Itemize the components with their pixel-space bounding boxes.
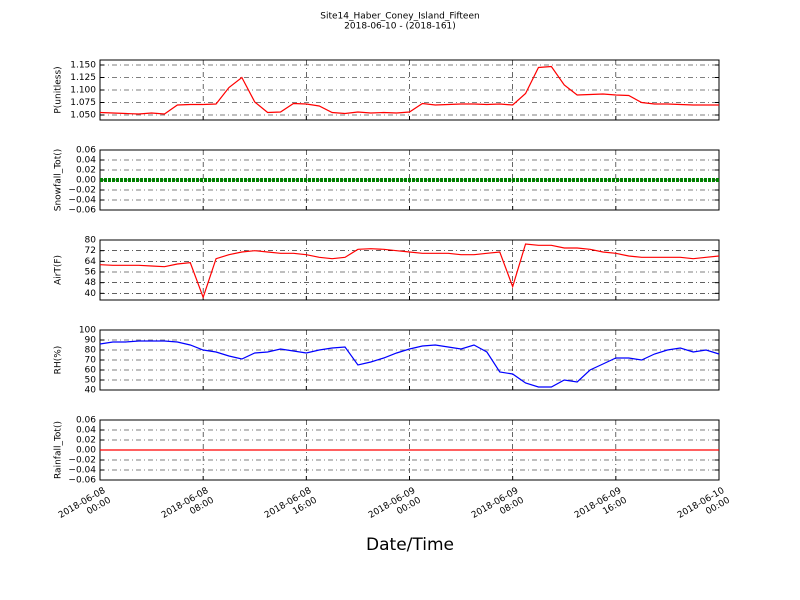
y-tick-label: 1.125 [70,73,96,83]
x-axis-label: Date/Time [366,535,454,555]
data-line [99,340,720,388]
y-tick-label: 64 [85,257,97,267]
y-axis-label: Snowfall_Tot() [54,149,64,212]
y-axis-label: P(unitless) [54,66,64,113]
data-line [99,243,720,300]
y-tick-label: 0.06 [76,416,96,426]
y-tick-label: −0.06 [68,476,96,486]
y-tick-label: 0.00 [76,446,96,456]
chart-title: Site14_Haber_Coney_Island_Fifteen [320,12,479,22]
y-tick-label: 48 [85,278,97,288]
y-tick-label: 90 [85,336,97,346]
data-line [99,65,719,115]
y-axis-label: RH(%) [54,346,64,375]
y-tick-label: 0.02 [76,436,96,446]
y-tick-label: −0.02 [68,456,96,466]
y-tick-label: 100 [79,326,96,336]
y-tick-label: 1.100 [70,86,96,96]
y-tick-label: 1.150 [70,61,96,71]
y-tick-label: 40 [85,386,97,396]
y-tick-label: 80 [85,346,97,356]
chart-subtitle: 2018-06-10 - (2018-161) [344,22,456,32]
y-tick-label: −0.02 [68,186,96,196]
y-tick-label: 0.06 [76,146,96,156]
y-axis-label: AirT(F) [54,255,64,285]
y-tick-label: −0.04 [68,196,96,206]
y-tick-label: 40 [85,289,97,299]
y-tick-label: 70 [85,356,97,366]
y-tick-label: 56 [85,268,97,278]
y-tick-label: 60 [85,366,97,376]
y-tick-label: −0.06 [68,206,96,216]
y-tick-label: 1.050 [70,111,96,121]
y-tick-label: 0.04 [76,156,96,166]
y-tick-label: 72 [85,246,96,256]
y-tick-label: 0.04 [76,426,96,436]
y-tick-label: 1.075 [70,98,96,108]
y-tick-label: 80 [85,236,97,246]
y-tick-label: −0.04 [68,466,96,476]
y-axis-label: Rainfall_Tot() [54,421,64,479]
y-tick-label: 0.00 [76,176,96,186]
y-tick-label: 0.02 [76,166,96,176]
y-tick-label: 50 [85,376,97,386]
